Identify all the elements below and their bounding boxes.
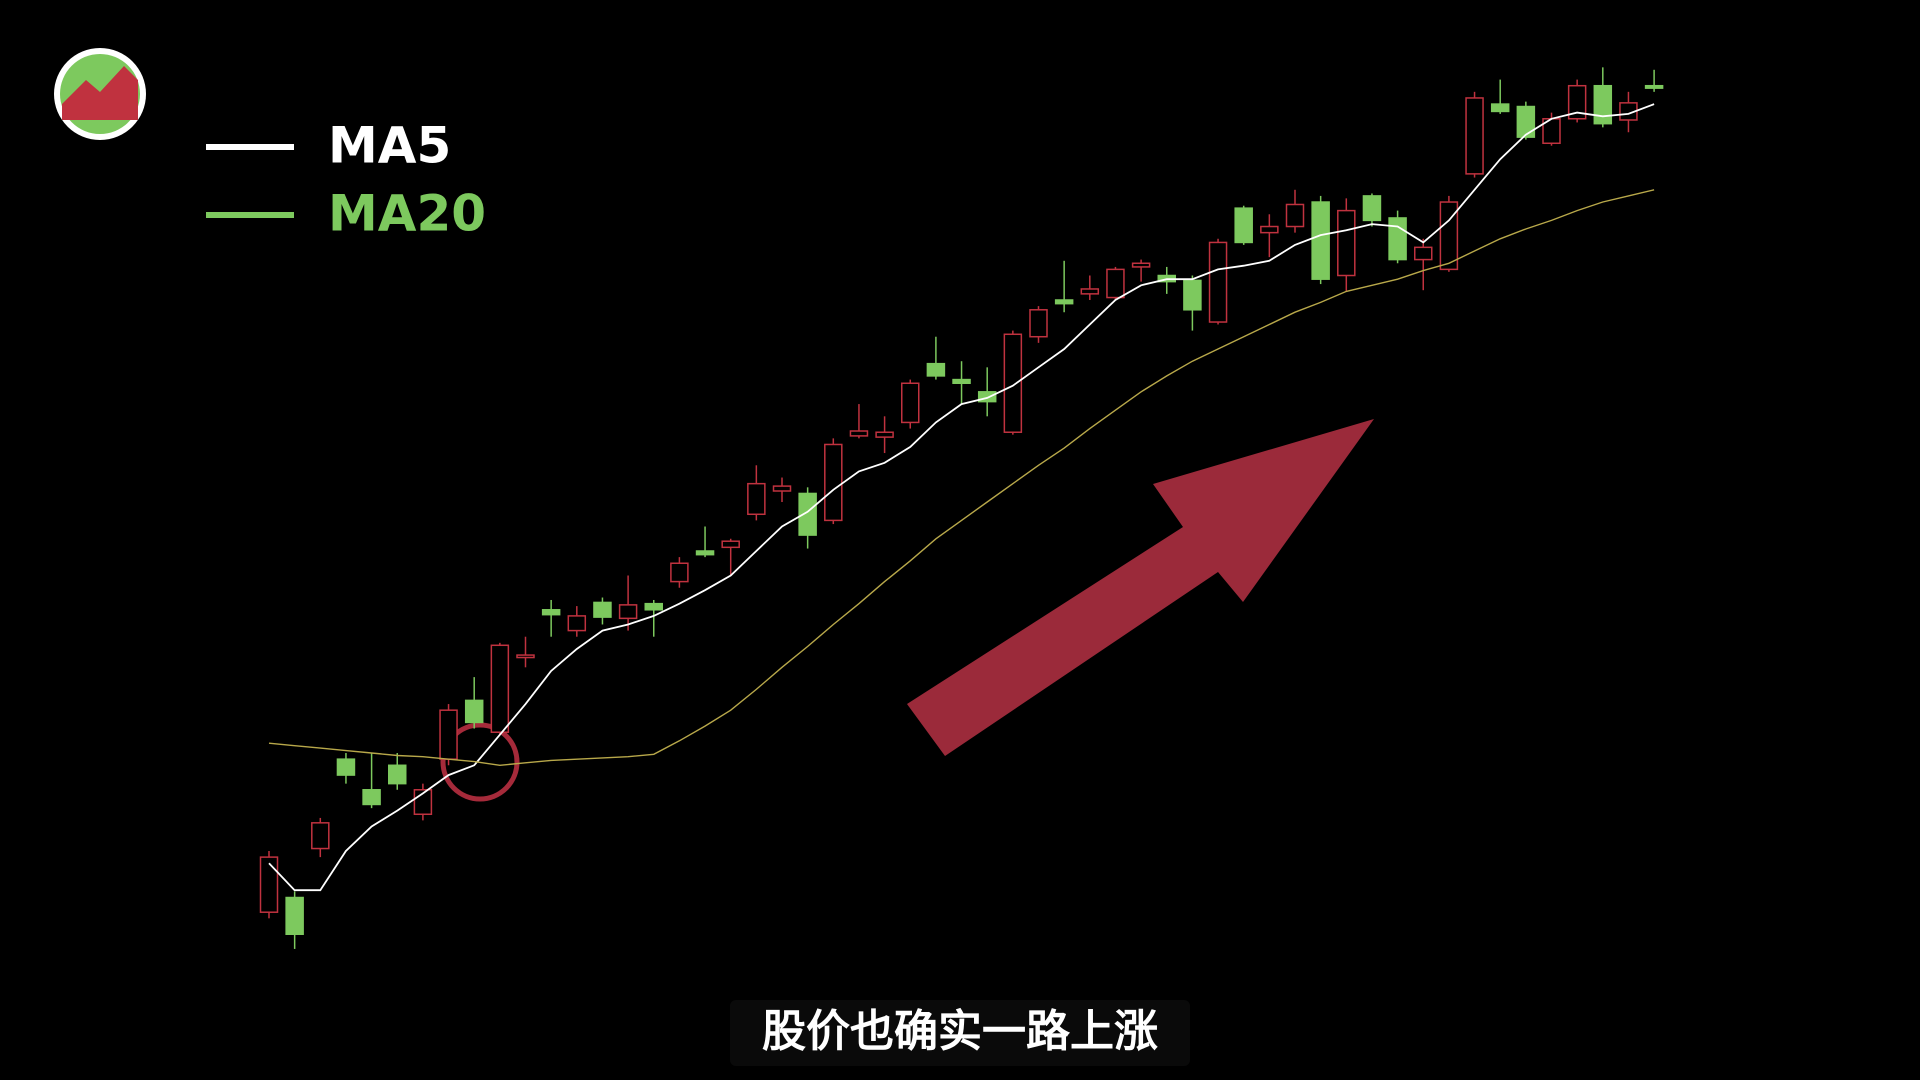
candle-body: [1311, 201, 1330, 280]
ma-line: [268, 189, 1655, 767]
candle-body: [541, 609, 561, 616]
candle-body: [747, 482, 766, 516]
candle-body: [875, 431, 894, 438]
candle-body: [618, 604, 638, 620]
candle-body: [593, 601, 612, 618]
candle-body: [516, 654, 535, 659]
candle-body: [772, 485, 792, 492]
logo: [54, 48, 146, 140]
candle-body: [1003, 333, 1023, 433]
candle-body: [464, 699, 484, 724]
candle-body: [1593, 84, 1613, 125]
candle-body: [1414, 246, 1433, 261]
logo-mark: [62, 66, 138, 120]
candle-body: [1106, 268, 1125, 299]
candle-body: [977, 391, 997, 403]
candle-body: [695, 550, 715, 556]
plot-area: [259, 67, 1664, 949]
legend: MA5 MA20: [206, 117, 486, 243]
candle-body: [1516, 105, 1536, 138]
candle-body: [721, 540, 740, 549]
candle-body: [1388, 217, 1407, 261]
candle-body: [901, 382, 920, 424]
candle-body: [336, 758, 356, 776]
ma-line: [268, 103, 1655, 892]
candle-body: [1567, 84, 1587, 120]
candle-body: [1208, 241, 1228, 323]
candle-body: [824, 443, 843, 522]
legend-label: MA5: [328, 117, 451, 175]
candle-body: [1234, 207, 1253, 244]
candle-body: [439, 709, 458, 760]
candle-body: [567, 615, 587, 632]
candle-body: [362, 789, 381, 806]
candle-body: [259, 856, 279, 913]
candle-body: [952, 378, 971, 385]
candle-body: [490, 644, 510, 733]
candle-body: [926, 362, 946, 377]
candle-body: [1080, 288, 1100, 295]
candle-body: [670, 562, 689, 583]
candle-body: [311, 822, 330, 850]
candle-body: [1439, 201, 1459, 271]
candle-body: [1644, 84, 1664, 89]
candle-body: [1490, 103, 1510, 113]
candle-body: [1260, 225, 1279, 234]
candle-body: [1337, 209, 1356, 277]
candle-body: [798, 492, 817, 536]
cross-highlight: [440, 722, 520, 802]
candle-body: [1285, 203, 1305, 228]
candle-body: [1183, 279, 1202, 311]
caption-bg: [730, 1000, 1190, 1066]
caption: 股价也确实一路上涨: [762, 1006, 1158, 1057]
candle-body: [1465, 97, 1484, 175]
trend-arrow: [907, 419, 1374, 756]
legend-label: MA20: [328, 185, 486, 243]
candle-body: [1131, 262, 1151, 268]
candle-body: [1054, 299, 1074, 305]
candle-body: [644, 602, 663, 611]
candle-body: [388, 764, 407, 785]
candle-body: [849, 430, 869, 437]
candle-body: [1029, 309, 1048, 338]
candle-body: [1362, 195, 1382, 222]
candle-body: [285, 896, 304, 936]
